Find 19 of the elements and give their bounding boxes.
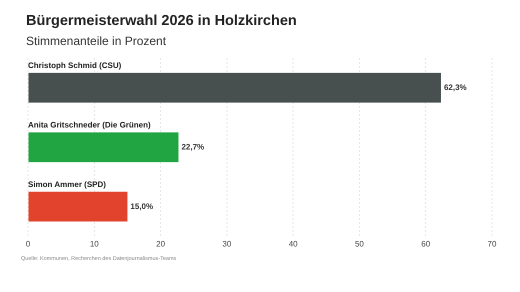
y-tick-label: Christoph Schmid (CSU) (28, 61, 122, 70)
x-tick-label: 20 (156, 239, 166, 248)
data-label: 62,3% (444, 82, 467, 92)
y-tick-label: Simon Ammer (SPD) (28, 180, 106, 190)
bar (28, 72, 441, 103)
x-tick-label: 50 (354, 239, 364, 248)
x-tick-label: 40 (288, 239, 298, 248)
data-label: 22,7% (181, 142, 204, 152)
x-tick-label: 10 (90, 239, 100, 248)
x-tick-label: 60 (421, 239, 431, 248)
chart-title: Bürgermeisterwahl 2026 in Holzkirchen (26, 13, 297, 29)
x-tick-label: 30 (222, 239, 232, 248)
y-tick-label: Anita Gritschneder (Die Grünen) (28, 120, 152, 130)
bar (28, 132, 178, 162)
x-tick-label: 70 (488, 239, 497, 248)
bar (28, 192, 128, 222)
chart-subtitle: Stimmenanteile in Prozent (26, 34, 166, 48)
x-tick-label: 0 (26, 239, 31, 248)
data-label: 15,0% (130, 202, 154, 211)
